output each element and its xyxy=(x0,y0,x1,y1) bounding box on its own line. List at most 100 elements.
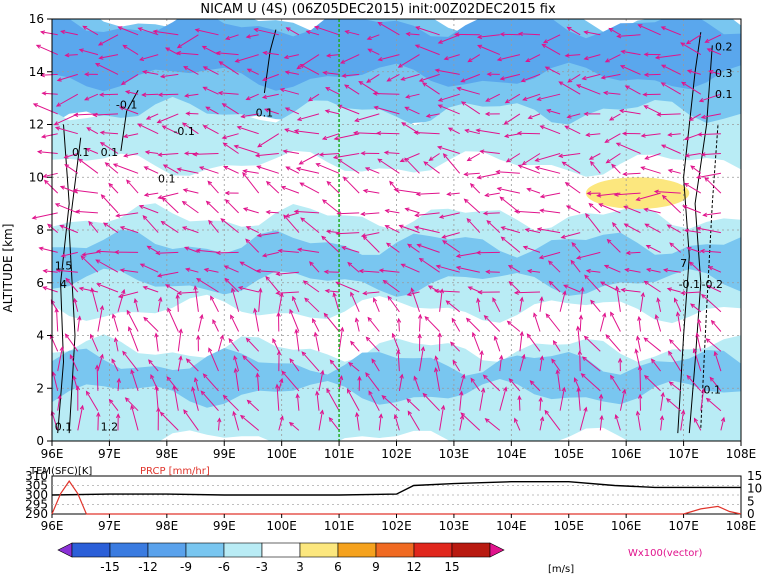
wind-vector-head xyxy=(236,125,242,131)
wind-vector-head xyxy=(79,404,85,410)
wind-vector xyxy=(559,81,581,95)
wind-vector xyxy=(705,34,722,43)
wind-vector xyxy=(413,376,420,392)
wind-vector xyxy=(682,205,701,214)
wind-vector xyxy=(315,26,340,36)
wind-vector xyxy=(533,313,541,332)
wind-vector-head xyxy=(84,72,90,77)
wind-vector-head xyxy=(634,348,639,354)
contour-label: 1.5 xyxy=(55,260,73,273)
wind-vector xyxy=(64,153,78,158)
wind-vector xyxy=(668,169,681,174)
colorbar-label: -3 xyxy=(256,560,268,574)
wind-vector-head xyxy=(561,386,566,392)
wind-vector-head xyxy=(656,297,661,303)
wind-vector xyxy=(468,286,481,293)
wind-vector-head xyxy=(544,409,549,415)
wind-vector xyxy=(605,334,621,352)
wind-vector xyxy=(343,176,360,194)
wind-vector xyxy=(519,297,523,312)
wind-vector xyxy=(309,261,320,273)
wind-vector xyxy=(660,416,663,431)
wind-vector xyxy=(193,153,219,155)
wind-vector xyxy=(497,187,521,194)
wind-vector-head xyxy=(202,86,208,91)
wind-vector xyxy=(281,186,300,194)
wind-vector xyxy=(367,317,380,332)
wind-vector-head xyxy=(660,391,665,397)
wind-vector-head xyxy=(596,193,602,198)
wind-vector-head xyxy=(660,64,666,69)
wind-vector xyxy=(461,101,481,115)
wind-vector-head xyxy=(176,290,182,296)
wind-vector xyxy=(508,265,521,273)
wind-vector xyxy=(624,223,641,234)
wind-vector xyxy=(117,378,120,391)
wind-vector-head xyxy=(398,224,404,229)
wind-vector-head xyxy=(660,26,666,31)
wind-vector xyxy=(73,189,98,194)
colorbar-label: 15 xyxy=(444,560,459,574)
wind-vector-head xyxy=(326,387,331,394)
wind-vector xyxy=(442,240,460,253)
wind-vector-head xyxy=(642,92,648,97)
wind-vector xyxy=(584,31,601,36)
wind-vector xyxy=(350,341,360,352)
wind-vector xyxy=(162,197,179,214)
wind-vector xyxy=(621,289,641,293)
wind-vector xyxy=(599,415,603,431)
colorbar-box xyxy=(147,542,187,558)
wind-vector-head xyxy=(295,393,300,399)
wind-vector xyxy=(285,107,300,115)
wind-vector-head xyxy=(98,55,104,60)
wind-vector xyxy=(323,72,340,75)
wind-vector-head xyxy=(640,133,646,138)
wind-vector-head xyxy=(466,157,472,162)
wind-vector xyxy=(714,351,722,372)
wind-vector xyxy=(419,73,440,82)
wind-vector-head xyxy=(85,390,91,396)
wind-vector xyxy=(567,113,581,118)
wind-vector-head xyxy=(202,373,208,379)
wind-vector-head xyxy=(446,191,452,197)
wind-vector xyxy=(385,210,400,214)
wind-vector xyxy=(582,356,601,372)
wind-vector-head xyxy=(208,219,213,225)
wind-vector xyxy=(604,265,621,273)
wind-vector xyxy=(681,291,701,294)
wind-vector xyxy=(285,212,300,218)
contour-label: 0.3 xyxy=(715,67,733,80)
wind-vector xyxy=(134,298,139,312)
wind-vector xyxy=(99,54,119,59)
wind-vector-head xyxy=(336,211,342,216)
wind-vector xyxy=(327,230,340,234)
wind-vector xyxy=(528,270,541,273)
wind-vector-head xyxy=(407,410,412,416)
wind-vector-head xyxy=(148,359,153,365)
wind-vector xyxy=(456,266,480,273)
wind-vector xyxy=(590,161,601,174)
wind-vector-head xyxy=(245,238,250,244)
wind-vector-head xyxy=(492,297,497,303)
wind-vector xyxy=(444,54,460,60)
wind-vector xyxy=(709,70,722,75)
wind-vector xyxy=(467,153,481,162)
wind-vector-head xyxy=(277,248,283,254)
wind-vector-head xyxy=(425,113,431,118)
wind-vector-head xyxy=(194,28,200,33)
wind-vector-head xyxy=(382,279,388,285)
wind-vector xyxy=(377,132,400,135)
wind-vector-head xyxy=(42,173,48,178)
wind-vector-head xyxy=(117,293,124,299)
wind-vector-head xyxy=(181,122,187,127)
wind-vector-head xyxy=(534,157,540,162)
wind-vector-head xyxy=(513,290,519,295)
wind-vector xyxy=(636,192,661,201)
wind-vector xyxy=(669,381,682,392)
wind-vector xyxy=(90,334,99,352)
wind-vector-head xyxy=(111,313,117,319)
wind-vector-head xyxy=(693,417,699,423)
wind-vector-head xyxy=(139,56,145,61)
wind-vector xyxy=(32,212,58,219)
